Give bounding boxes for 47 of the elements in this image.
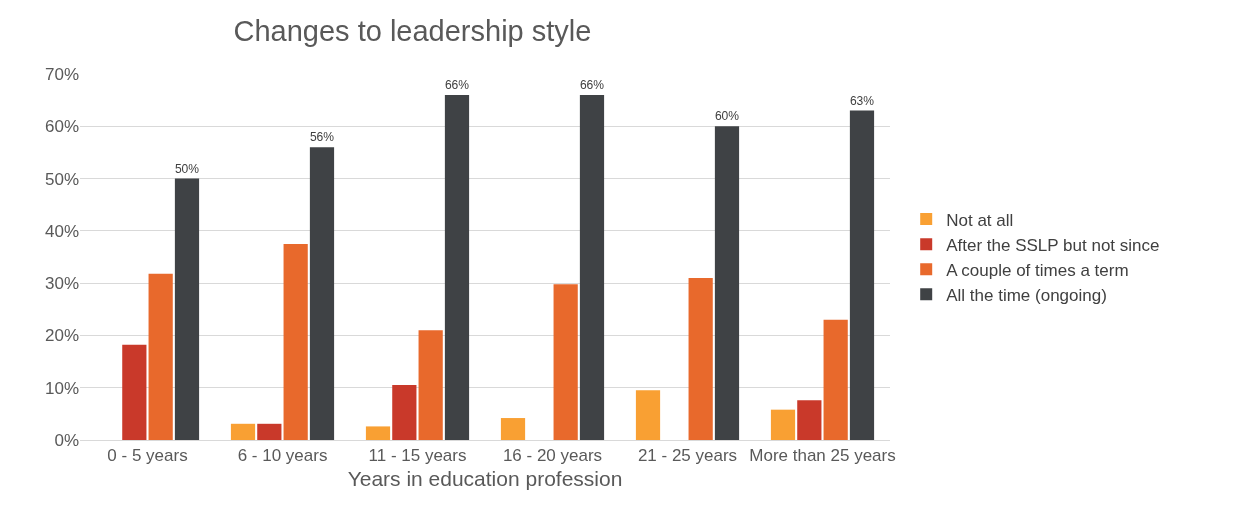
bar: [309, 147, 335, 440]
bar: [122, 344, 147, 440]
x-tick-label: More than 25 years: [749, 446, 896, 466]
data-label: 63%: [849, 93, 875, 108]
bar: [365, 426, 391, 440]
data-label: 60%: [714, 109, 740, 124]
bar: [148, 273, 173, 440]
y-tick-label: 20%: [44, 326, 79, 346]
x-tick-label: 16 - 20 years: [502, 446, 603, 466]
data-label: 66%: [579, 78, 605, 93]
bar: [688, 277, 713, 440]
y-tick-label: 0%: [54, 430, 79, 450]
legend-label: After the SSLP but not since: [946, 235, 1160, 255]
bar: [500, 418, 526, 440]
bar: [797, 400, 822, 440]
y-tick-label: 40%: [44, 221, 79, 241]
y-tick-label: 50%: [44, 169, 79, 189]
bar: [392, 385, 417, 440]
legend-label: All the time (ongoing): [946, 285, 1107, 305]
x-axis-title: Years in education profession: [347, 466, 623, 490]
legend-label: A couple of times a term: [946, 260, 1129, 280]
x-tick-label: 21 - 25 years: [637, 446, 738, 466]
data-label: 56%: [309, 130, 335, 145]
y-tick-label: 60%: [44, 117, 79, 137]
bar: [230, 423, 256, 440]
x-tick-label: 0 - 5 years: [107, 446, 188, 466]
bar: [257, 423, 282, 440]
bar: [553, 284, 578, 440]
bar: [823, 319, 848, 440]
chart-title: Changes to leadership style: [233, 15, 592, 48]
bar: [849, 110, 875, 440]
x-tick-label: 6 - 10 years: [237, 446, 328, 466]
bar: [418, 330, 443, 440]
bar: [714, 126, 740, 440]
bar: [174, 178, 200, 440]
data-label: 50%: [174, 161, 200, 176]
y-tick-label: 30%: [44, 274, 79, 294]
y-tick-label: 10%: [44, 378, 79, 398]
x-tick-label: 11 - 15 years: [368, 446, 467, 466]
bar: [635, 390, 661, 440]
bar: [444, 94, 470, 440]
data-label: 66%: [444, 78, 470, 93]
y-tick-label: 70%: [44, 64, 79, 84]
bar: [579, 94, 605, 440]
legend-label: Not at all: [946, 210, 1014, 230]
bar: [283, 243, 308, 440]
bar: [770, 409, 796, 440]
